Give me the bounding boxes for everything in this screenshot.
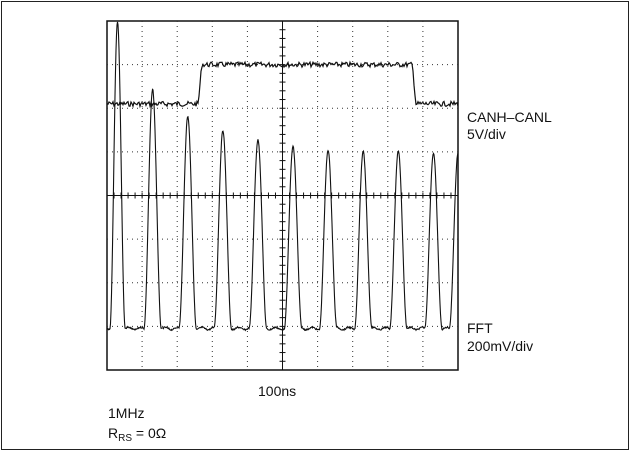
rrs-subscript: RS: [118, 433, 133, 444]
rrs-value: = 0Ω: [132, 425, 167, 441]
trace1-scale-label: 5V/div: [467, 126, 506, 142]
frequency-label: 1MHz: [108, 405, 145, 421]
time-per-div-label: 100ns: [258, 383, 297, 399]
trace2-scale-label: 200mV/div: [467, 338, 534, 354]
trace1-name-label: CANH–CANL: [467, 109, 552, 125]
rrs-label: RRS = 0Ω: [108, 425, 166, 447]
trace2-name-label: FFT: [467, 320, 493, 336]
trace-fft: [106, 21, 459, 332]
rrs-main: R: [108, 425, 119, 441]
trace-canh-canl: [106, 60, 459, 109]
